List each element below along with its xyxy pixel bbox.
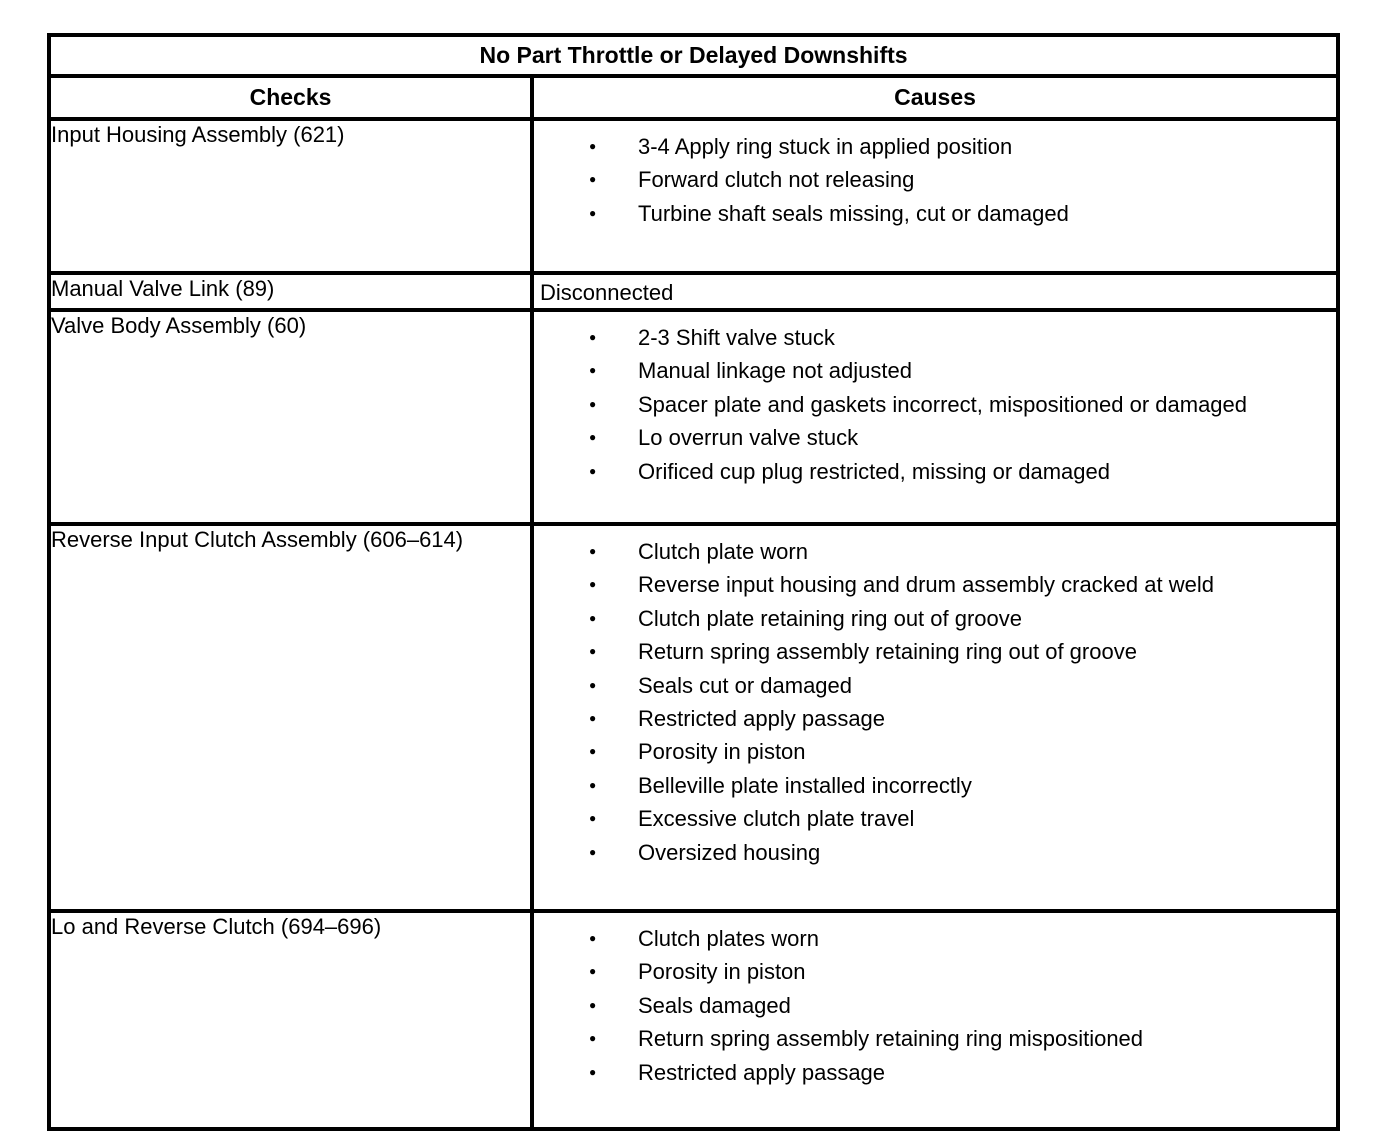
bullet-icon: ● [589, 577, 597, 592]
cause-text: Disconnected [540, 280, 674, 305]
bullet-icon: ● [589, 964, 597, 979]
table-row: Lo and Reverse Clutch (694–696) ● Clutch p… [47, 909, 1341, 1131]
causes-cell: ● Clutch plates worn ● Porosity in piston ● S… [529, 909, 1341, 1131]
cause-item: ● Turbine shaft seals missing, cut or dam… [536, 197, 1334, 230]
cause-item: ● Orificed cup plug restricted, missing o… [536, 455, 1334, 488]
cause-item: ● Seals cut or damaged [536, 669, 1334, 702]
bullet-icon: ● [589, 139, 597, 153]
cause-item: ● 3-4 Apply ring stuck in applied positio… [536, 130, 1334, 163]
bullet-icon: ● [589, 330, 597, 344]
bullet-icon: ● [589, 396, 597, 411]
bullet-icon: ● [589, 997, 597, 1012]
cause-text: Return spring assembly retaining ring ou… [638, 639, 1137, 665]
cause-text: 3-4 Apply ring stuck in applied position [638, 134, 1013, 159]
cause-item: ● Manual linkage not adjusted [536, 354, 1334, 387]
cause-text: Manual linkage not adjusted [638, 358, 912, 384]
cause-item: ● Restricted apply passage [536, 702, 1334, 735]
check-cell: Reverse Input Clutch Assembly (606–614) [47, 522, 534, 913]
bullet-icon: ● [589, 677, 597, 692]
column-header-causes: Causes [529, 74, 1341, 121]
cause-item: ● Seals damaged [536, 989, 1334, 1022]
cause-text: Lo overrun valve stuck [638, 425, 859, 451]
cause-item: ● Porosity in piston [536, 955, 1334, 988]
cause-item: ● Clutch plate worn [536, 535, 1334, 568]
cause-item: ● Reverse input housing and drum assembly… [536, 568, 1334, 601]
bullet-icon: ● [589, 844, 597, 859]
check-cell: Input Housing Assembly (621) [47, 117, 534, 275]
bullet-icon: ● [589, 1031, 597, 1046]
cause-text: Turbine shaft seals missing, cut or dama… [638, 200, 1069, 226]
table-row: Input Housing Assembly (621) ● 3-4 Apply r… [47, 117, 1341, 275]
cause-item: ● Porosity in piston [536, 735, 1334, 768]
cause-text: Seals damaged [638, 992, 791, 1018]
cause-text: Reverse input housing and drum assembly … [638, 572, 1214, 598]
cause-text: 2-3 Shift valve stuck [638, 325, 835, 350]
causes-cell: ● 2-3 Shift valve stuck ● Manual linkage no… [529, 308, 1341, 526]
table-row: Valve Body Assembly (60) ● 2-3 Shift valve… [47, 308, 1341, 526]
bullet-icon: ● [589, 363, 597, 378]
cause-text: Restricted apply passage [638, 1059, 886, 1085]
cause-text: Clutch plate worn [638, 539, 808, 564]
cause-item: ● Spacer plate and gaskets incorrect, mis… [536, 388, 1334, 421]
cause-item: ● Restricted apply passage [536, 1056, 1334, 1089]
bullet-icon: ● [589, 544, 597, 558]
cause-item: ● Return spring assembly retaining ring m… [536, 1022, 1334, 1055]
cause-text: Porosity in piston [638, 959, 806, 985]
cause-item: ● Forward clutch not releasing [536, 163, 1334, 196]
cause-text: Clutch plate retaining ring out of groov… [638, 605, 1023, 631]
cause-item: ● Oversized housing [536, 836, 1334, 869]
bullet-icon: ● [589, 744, 597, 759]
cause-text: Restricted apply passage [638, 706, 886, 732]
bullet-icon: ● [589, 777, 597, 792]
bullet-icon: ● [589, 644, 597, 659]
check-cell: Manual Valve Link (89) [47, 271, 534, 312]
cause-text: Forward clutch not releasing [638, 167, 915, 193]
cause-item: ● Clutch plate retaining ring out of groo… [536, 602, 1334, 635]
cause-text: Belleville plate installed incorrectly [638, 772, 972, 798]
table-title: No Part Throttle or Delayed Downshifts [46, 33, 1341, 78]
bullet-icon: ● [589, 1064, 597, 1079]
check-cell: Valve Body Assembly (60) [47, 308, 534, 526]
bullet-icon: ● [589, 811, 597, 826]
cause-item: ● Excessive clutch plate travel [536, 802, 1334, 835]
bullet-icon: ● [589, 205, 597, 220]
cause-item: ● 2-3 Shift valve stuck [536, 321, 1334, 354]
table-title-row: No Part Throttle or Delayed Downshifts [46, 33, 1341, 78]
cause-text: Excessive clutch plate travel [638, 806, 915, 832]
cause-item: ● Clutch plates worn [536, 922, 1334, 955]
bullet-icon: ● [589, 711, 597, 726]
cause-text: Seals cut or damaged [638, 672, 853, 698]
cause-text: Spacer plate and gaskets incorrect, misp… [638, 391, 1248, 417]
table-header-row: Checks Causes [47, 74, 1341, 121]
causes-cell: Disconnected [529, 271, 1341, 312]
causes-cell: ● Clutch plate worn ● Reverse input housing… [529, 522, 1341, 913]
table-row: Manual Valve Link (89) Disconnected [47, 271, 1341, 312]
check-cell: Lo and Reverse Clutch (694–696) [47, 909, 534, 1131]
cause-text: Clutch plates worn [638, 926, 819, 951]
cause-text: Oversized housing [638, 839, 821, 865]
table-row: Reverse Input Clutch Assembly (606–614) ●… [47, 522, 1341, 913]
cause-item: ● Lo overrun valve stuck [536, 421, 1334, 454]
cause-item: ● Return spring assembly retaining ring o… [536, 635, 1334, 668]
bullet-icon: ● [589, 610, 597, 625]
cause-item: ● Belleville plate installed incorrectly [536, 769, 1334, 802]
bullet-icon: ● [589, 463, 597, 478]
bullet-icon: ● [589, 430, 597, 445]
bullet-icon: ● [589, 172, 597, 187]
cause-text: Porosity in piston [638, 739, 806, 765]
causes-cell: ● 3-4 Apply ring stuck in applied positio… [529, 117, 1341, 275]
cause-text: Return spring assembly retaining ring mi… [638, 1026, 1144, 1052]
bullet-icon: ● [589, 931, 597, 945]
cause-text: Orificed cup plug restricted, missing or… [638, 458, 1110, 484]
troubleshooting-table: No Part Throttle or Delayed Downshifts C… [46, 33, 1341, 1131]
column-header-checks: Checks [47, 74, 534, 121]
